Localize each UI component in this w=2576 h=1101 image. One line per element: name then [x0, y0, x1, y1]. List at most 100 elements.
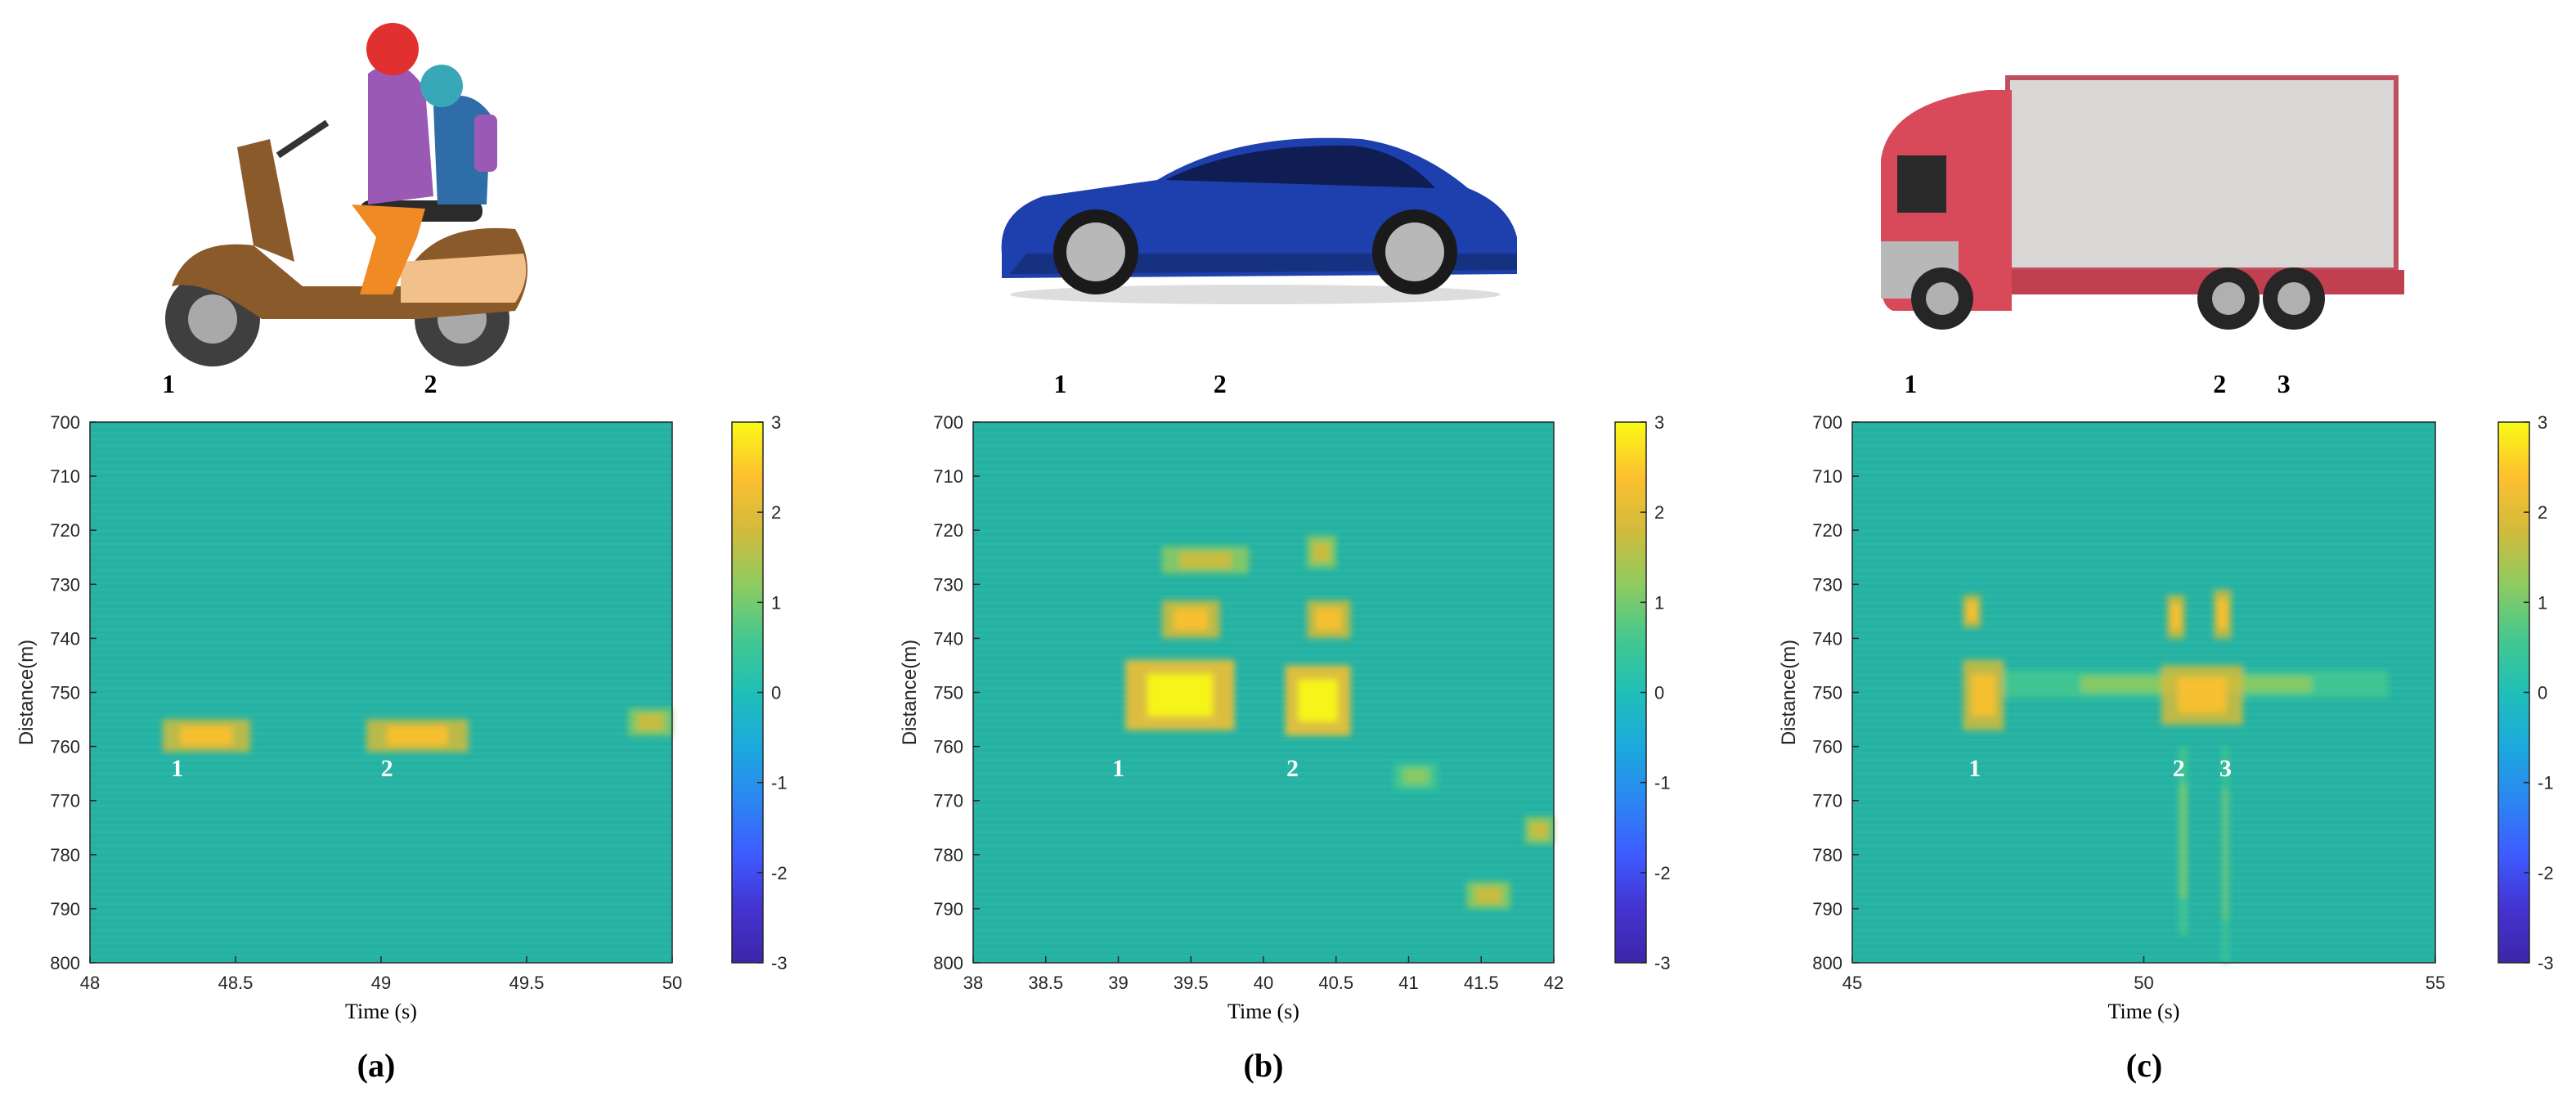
axle-annotation-2: 2 — [2173, 755, 2185, 782]
x-axis-label: Time (s) — [1227, 1000, 1299, 1023]
y-tick-label: 770 — [50, 791, 80, 811]
axle-label-1: 1 — [162, 369, 175, 398]
colorbar-tick-label: -2 — [1654, 863, 1671, 883]
colorbar-tick-label: 1 — [1654, 592, 1664, 613]
y-tick-label: 730 — [933, 574, 963, 595]
motor-scooter-icon — [165, 23, 527, 366]
x-tick-label: 39.5 — [1174, 973, 1209, 993]
y-tick-label: 800 — [1812, 953, 1842, 973]
y-tick-label: 750 — [50, 683, 80, 703]
axle-annotation-2: 2 — [381, 755, 393, 782]
y-tick-label: 720 — [1812, 520, 1842, 541]
hotspot-core-4 — [2177, 676, 2227, 713]
x-tick-label: 38.5 — [1028, 973, 1063, 993]
hotspot-core-2 — [1966, 601, 1977, 622]
colorbar-tick-label: 2 — [1654, 502, 1664, 523]
axle-annotation-1: 1 — [171, 755, 183, 782]
colorbar-tick-label: -3 — [1654, 953, 1671, 973]
y-tick-label: 740 — [933, 628, 963, 649]
y-axis-label: Distance(m) — [899, 640, 921, 745]
y-tick-label: 780 — [50, 845, 80, 865]
axle-annotation-2: 2 — [1286, 755, 1299, 782]
y-tick-label: 710 — [50, 466, 80, 487]
x-tick-label: 48 — [80, 973, 100, 993]
y-tick-label: 730 — [50, 574, 80, 595]
y-tick-label: 700 — [1812, 412, 1842, 433]
truck-icon — [1881, 75, 2404, 330]
y-tick-label: 750 — [1812, 683, 1842, 703]
y-tick-label: 770 — [933, 791, 963, 811]
colorbar-tick-label: 1 — [2538, 592, 2547, 613]
heatmap-hotspots — [1125, 535, 1554, 909]
x-tick-label: 40.5 — [1318, 973, 1353, 993]
hotspot-core-1 — [1971, 674, 1996, 717]
x-tick-label: 39 — [1108, 973, 1128, 993]
y-tick-label: 700 — [50, 412, 80, 433]
colorbar-tick-label: -3 — [2538, 953, 2554, 973]
x-tick-label: 48.5 — [218, 973, 254, 993]
y-tick-label: 730 — [1812, 574, 1842, 595]
sedan-car-icon — [1001, 137, 1517, 304]
colorbar-tick-label: 3 — [1654, 412, 1664, 433]
x-tick-label: 49.5 — [509, 973, 545, 993]
y-tick-label: 790 — [933, 899, 963, 919]
hotspot-core-6 — [2217, 599, 2228, 629]
y-tick-label: 740 — [1812, 628, 1842, 649]
hotspot-core-8 — [2224, 789, 2228, 920]
y-tick-label: 760 — [933, 737, 963, 757]
hotspot-core-3 — [637, 713, 664, 730]
panel-caption: (c) — [2126, 1047, 2162, 1084]
x-tick-label: 45 — [1842, 973, 1862, 993]
colorbar-tick-label: -1 — [2538, 773, 2554, 793]
hotspot-core-7 — [2180, 784, 2186, 898]
hotspot-core-8 — [1402, 768, 1429, 784]
hotspot-core-3 — [1179, 551, 1232, 568]
hotspot-core-7 — [1475, 887, 1502, 904]
colorbar-tick-label: 0 — [1654, 683, 1664, 703]
axle-label-2: 2 — [424, 369, 438, 398]
y-tick-label: 710 — [933, 466, 963, 487]
y-axis-label: Distance(m) — [1778, 640, 1800, 745]
axle-label-1: 1 — [1054, 369, 1067, 398]
hotspot-core-4 — [1298, 679, 1338, 722]
hotspot-core-5 — [1315, 608, 1342, 631]
axle-annotation-1: 1 — [1968, 755, 1981, 782]
hotspot-core-2 — [387, 726, 448, 746]
axle-annotation-3: 3 — [2219, 755, 2232, 782]
y-tick-label: 760 — [1812, 737, 1842, 757]
hotspot-core-5 — [2170, 604, 2182, 630]
y-tick-label: 720 — [50, 520, 80, 541]
y-tick-label: 780 — [1812, 845, 1842, 865]
axle-label-2: 2 — [2213, 369, 2226, 398]
colorbar-tick-label: -1 — [1654, 773, 1671, 793]
x-tick-label: 49 — [371, 973, 391, 993]
x-tick-label: 41 — [1398, 973, 1418, 993]
x-tick-label: 55 — [2426, 973, 2445, 993]
y-tick-label: 740 — [50, 628, 80, 649]
y-tick-label: 720 — [933, 520, 963, 541]
colorbar-tick-label: -1 — [771, 773, 788, 793]
heatmap-hotspots — [1963, 589, 2389, 963]
colorbar-tick-label: -2 — [771, 863, 788, 883]
colorbar-tick-label: 3 — [771, 412, 781, 433]
x-tick-label: 40 — [1254, 973, 1273, 993]
y-tick-label: 780 — [933, 845, 963, 865]
hotspot-core-9 — [1530, 822, 1548, 838]
axle-label-1: 1 — [1904, 369, 1917, 398]
y-tick-label: 750 — [933, 683, 963, 703]
y-tick-label: 790 — [1812, 899, 1842, 919]
x-tick-label: 38 — [963, 973, 983, 993]
colorbar-tick-label: 2 — [2538, 502, 2547, 523]
panel-caption: (b) — [1244, 1047, 1284, 1084]
colorbar-tick-label: 2 — [771, 502, 781, 523]
y-tick-label: 760 — [50, 737, 80, 757]
hotspot-core-1 — [1147, 674, 1213, 717]
x-axis-label: Time (s) — [345, 1000, 417, 1023]
x-tick-label: 42 — [1544, 973, 1564, 993]
hotspot-core-2 — [1173, 608, 1209, 631]
x-tick-label: 41.5 — [1464, 973, 1499, 993]
y-tick-label: 700 — [933, 412, 963, 433]
